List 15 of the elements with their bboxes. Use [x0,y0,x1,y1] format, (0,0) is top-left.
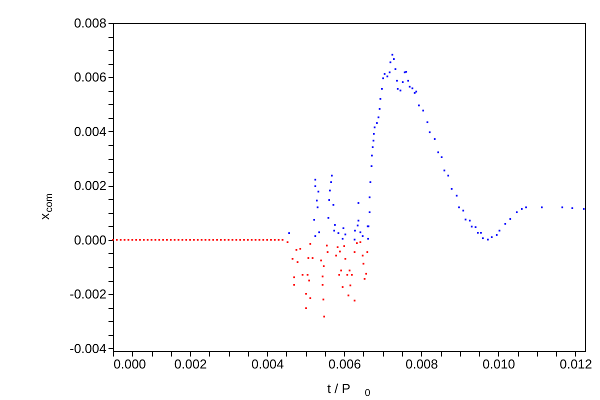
y-tick-label: 0.004 [74,124,106,139]
y-tick-label: -0.002 [70,286,106,302]
y-tick-label: 0.006 [74,70,106,85]
y-tick-label: 0.002 [74,178,106,194]
x-tick-label: 0.002 [174,356,207,372]
x-tick-label: 0.012 [560,356,592,372]
x-tick-label: 0.000 [114,356,146,372]
y-axis-title: xcom [37,193,55,220]
y-tick-label: -0.004 [70,340,106,356]
y-tick-label: 0.000 [74,232,106,248]
x-tick-label: 0.006 [328,356,361,372]
y-tick-label: 0.008 [74,16,106,30]
x-tick-label: 0.010 [482,356,516,372]
x-tick-label: 0.008 [405,356,438,372]
x-tick-label: 0.004 [251,356,284,372]
